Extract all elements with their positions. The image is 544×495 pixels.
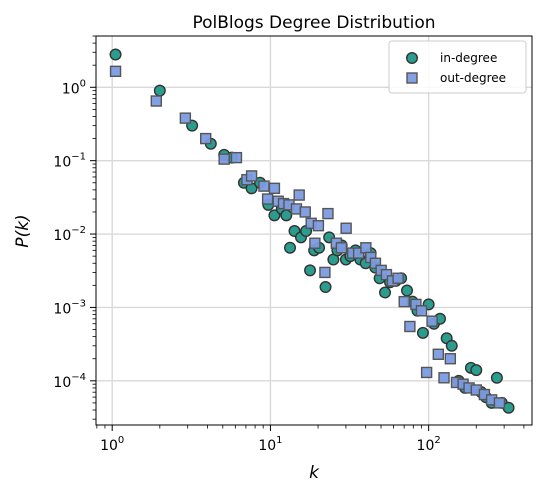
x-axis-label: k: [309, 463, 320, 483]
out-degree-point: [109, 65, 122, 78]
out-degree-series: [109, 65, 506, 409]
in-degree-point: [319, 280, 332, 293]
out-degree-point: [438, 372, 450, 384]
y-tick-label: 10−4: [53, 372, 86, 391]
out-degree-point: [150, 95, 163, 107]
in-degree-point: [109, 48, 122, 61]
plot-frame: [95, 35, 533, 426]
out-degree-point: [404, 320, 416, 333]
out-degree-point: [218, 153, 230, 165]
axis-ticks: 100 101 102 100 10−1 10−2 10−3 10−4: [53, 35, 525, 454]
in-degree-point: [445, 339, 458, 352]
legend-label-in-degree: in-degree: [440, 51, 497, 65]
out-degree-point: [312, 219, 325, 232]
x-tick-label: 100: [100, 435, 124, 454]
out-degree-point: [360, 242, 372, 254]
legend-box: [388, 40, 527, 94]
y-tick-label: 100: [62, 78, 86, 97]
out-degree-point: [493, 397, 506, 409]
out-degree-point: [444, 353, 457, 365]
out-degree-point: [293, 189, 305, 201]
plot-data: [109, 48, 515, 414]
out-degree-point: [426, 315, 438, 327]
x-tick-label: 101: [258, 435, 282, 454]
out-degree-point: [299, 206, 311, 218]
out-degree-point: [261, 193, 274, 205]
out-degree-point: [200, 132, 212, 145]
chart-title: PolBlogs Degree Distribution: [192, 13, 435, 33]
out-degree-point: [432, 348, 445, 360]
in-degree-point: [280, 209, 293, 222]
in-degree-point: [284, 241, 297, 254]
out-degree-point: [369, 257, 382, 269]
out-degree-point: [309, 237, 321, 249]
x-tick-label: 102: [417, 435, 441, 454]
legend-label-out-degree: out-degree: [440, 71, 506, 85]
out-degree-point: [179, 112, 192, 124]
out-degree-point: [420, 366, 433, 379]
y-tick-label: 10−2: [53, 225, 86, 244]
out-degree-point: [245, 170, 258, 182]
legend-marker-in-degree: [406, 52, 419, 65]
out-degree-point: [340, 222, 352, 234]
in-degree-point: [416, 326, 429, 339]
y-tick-label: 10−1: [53, 152, 86, 171]
in-degree-point: [470, 364, 483, 377]
in-degree-point: [401, 284, 414, 297]
in-degree-point: [490, 371, 503, 384]
in-degree-point: [379, 286, 392, 299]
in-degree-point: [153, 84, 166, 97]
grid: [96, 36, 532, 425]
in-degree-point: [268, 209, 281, 222]
out-degree-point: [319, 266, 331, 279]
out-degree-point: [258, 180, 270, 192]
out-degree-point: [392, 272, 404, 284]
out-degree-point: [398, 295, 410, 308]
y-axis-label: P(k): [13, 214, 33, 247]
out-degree-point: [230, 151, 243, 164]
legend: in-degree out-degree: [388, 40, 527, 94]
out-degree-point: [415, 305, 428, 317]
y-tick-label: 10−3: [53, 298, 86, 317]
out-degree-point: [268, 182, 281, 195]
legend-marker-out-degree: [406, 72, 418, 84]
out-degree-point: [322, 207, 334, 220]
out-degree-point: [380, 268, 393, 281]
in-degree-point: [304, 264, 317, 277]
out-degree-point: [335, 242, 348, 254]
